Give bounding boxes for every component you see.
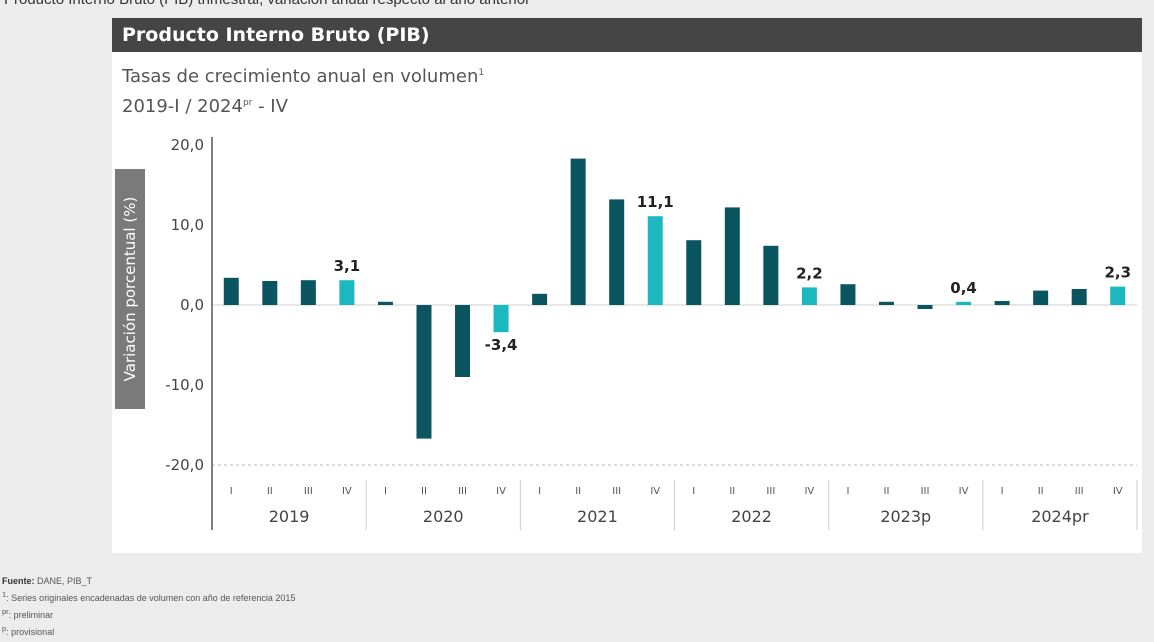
y-tick-label: 20,0 <box>171 136 204 154</box>
data-label: -3,4 <box>485 336 518 354</box>
quarter-tick-label: I <box>384 486 387 497</box>
quarter-tick-label: IV <box>959 486 969 497</box>
year-label: 2019 <box>269 507 310 526</box>
chart-subtitle: Tasas de crecimiento anual en volumen1 2… <box>122 60 484 120</box>
chart-title: Producto Interno Bruto (PIB) <box>112 18 1142 52</box>
bar <box>493 305 509 333</box>
quarter-tick-label: II <box>575 486 581 497</box>
data-label: 0,4 <box>950 279 977 297</box>
bar <box>416 305 432 439</box>
quarter-tick-label: III <box>458 486 467 497</box>
quarter-tick-label: I <box>230 486 233 497</box>
bar <box>1033 290 1049 305</box>
bar <box>570 158 586 305</box>
quarter-tick-label: III <box>766 486 775 497</box>
bar <box>686 240 702 305</box>
bar <box>300 280 316 305</box>
chart-card: Producto Interno Bruto (PIB) Tasas de cr… <box>112 18 1142 553</box>
bar <box>917 305 933 309</box>
year-label: 2022 <box>731 507 772 526</box>
source-note: Fuente: DANE, PIB_T <box>2 576 93 586</box>
top-caption: Producto Interno Bruto (PIB) trimestral,… <box>4 0 1144 8</box>
quarter-tick-label: IV <box>650 486 660 497</box>
bar <box>840 284 856 305</box>
bar <box>262 281 278 305</box>
y-tick-label: 0,0 <box>180 296 204 314</box>
data-label: 3,1 <box>334 257 361 275</box>
bar <box>763 245 779 305</box>
y-tick-label: 10,0 <box>171 216 204 234</box>
quarter-tick-label: III <box>1075 486 1084 497</box>
quarter-tick-label: I <box>1001 486 1004 497</box>
quarter-tick-label: II <box>884 486 890 497</box>
quarter-tick-label: IV <box>496 486 506 497</box>
quarter-tick-label: II <box>729 486 735 497</box>
quarter-tick-label: III <box>304 486 313 497</box>
year-label: 2024pr <box>1031 507 1089 526</box>
subtitle-line-2: 2019-I / 2024pr - IV <box>122 96 288 117</box>
quarter-tick-label: IV <box>342 486 352 497</box>
year-label: 2023p <box>880 507 931 526</box>
y-tick-label: -10,0 <box>165 376 204 394</box>
data-label: 2,3 <box>1104 264 1131 282</box>
bar <box>647 216 663 305</box>
footnote-2: pr: preliminar <box>2 607 54 620</box>
chart-footer: Fuente: DANE, PIB_T 1: Series originales… <box>2 574 295 639</box>
y-tick-label: -20,0 <box>165 456 204 474</box>
bar <box>609 199 625 305</box>
bar <box>223 277 239 305</box>
quarter-tick-label: IV <box>804 486 814 497</box>
year-label: 2020 <box>423 507 464 526</box>
subtitle-line-1: Tasas de crecimiento anual en volumen1 <box>122 66 485 87</box>
bar <box>377 301 393 305</box>
bar <box>1110 286 1126 305</box>
y-axis-label-box: Variación porcentual (%) <box>115 169 145 409</box>
quarter-tick-label: I <box>846 486 849 497</box>
quarter-tick-label: III <box>921 486 930 497</box>
quarter-tick-label: I <box>538 486 541 497</box>
quarter-tick-label: II <box>267 486 273 497</box>
footnote-3: p: provisional <box>2 624 55 637</box>
quarter-tick-label: II <box>421 486 427 497</box>
data-label: 2,2 <box>796 264 823 282</box>
bar <box>724 207 740 305</box>
data-label: 11,1 <box>637 193 674 211</box>
year-label: 2021 <box>577 507 618 526</box>
bar <box>956 301 972 305</box>
bar <box>455 305 471 377</box>
quarter-tick-label: III <box>612 486 621 497</box>
bar <box>1071 289 1087 305</box>
bar <box>801 287 817 305</box>
quarter-tick-label: II <box>1038 486 1044 497</box>
bar <box>878 301 894 305</box>
quarter-tick-label: IV <box>1113 486 1123 497</box>
bar <box>532 293 548 305</box>
quarter-tick-label: I <box>692 486 695 497</box>
bar <box>994 301 1010 305</box>
footnote-1: 1: Series originales encadenadas de volu… <box>2 590 296 603</box>
bar <box>339 280 355 305</box>
